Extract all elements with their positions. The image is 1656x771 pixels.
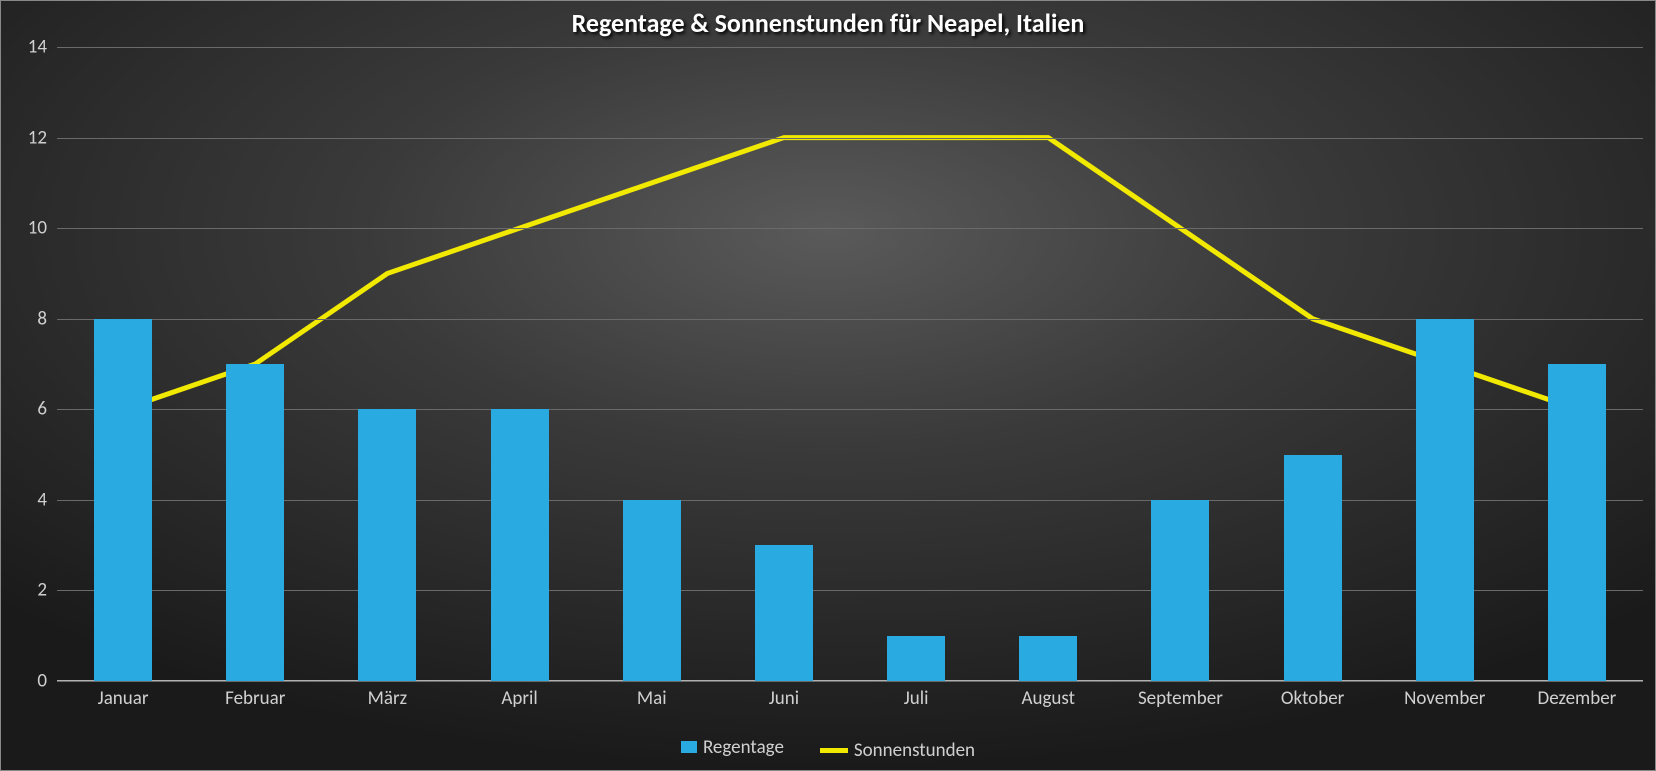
x-tick-label: Oktober bbox=[1281, 681, 1344, 710]
climate-chart: Regentage & Sonnenstunden für Neapel, It… bbox=[0, 0, 1656, 771]
plot-area: 02468101214JanuarFebruarMärzAprilMaiJuni… bbox=[57, 47, 1643, 681]
bar bbox=[1548, 364, 1606, 681]
legend-label: Regentage bbox=[703, 736, 784, 759]
x-tick-label: Januar bbox=[98, 681, 149, 710]
bar bbox=[887, 636, 945, 681]
chart-title: Regentage & Sonnenstunden für Neapel, It… bbox=[1, 7, 1655, 39]
x-tick-label: September bbox=[1138, 681, 1223, 710]
legend-swatch-bar bbox=[681, 741, 697, 753]
line-series-overlay bbox=[57, 47, 1643, 681]
legend-swatch-line bbox=[820, 748, 848, 753]
gridline bbox=[57, 500, 1643, 501]
y-tick-label: 6 bbox=[37, 398, 57, 421]
gridline bbox=[57, 590, 1643, 591]
line-series bbox=[123, 138, 1577, 410]
gridline bbox=[57, 319, 1643, 320]
x-tick-label: Dezember bbox=[1538, 681, 1617, 710]
x-tick-label: November bbox=[1404, 681, 1485, 710]
legend-label: Sonnenstunden bbox=[854, 739, 975, 762]
bar bbox=[755, 545, 813, 681]
y-tick-label: 2 bbox=[37, 579, 57, 602]
y-tick-label: 0 bbox=[37, 670, 57, 693]
bar bbox=[94, 319, 152, 681]
gridline bbox=[57, 228, 1643, 229]
gridline bbox=[57, 47, 1643, 48]
x-tick-label: April bbox=[501, 681, 537, 710]
y-tick-label: 14 bbox=[28, 36, 57, 59]
y-tick-label: 12 bbox=[28, 126, 57, 149]
x-tick-label: März bbox=[368, 681, 407, 710]
y-tick-label: 8 bbox=[37, 307, 57, 330]
y-tick-label: 10 bbox=[28, 217, 57, 240]
x-tick-label: Februar bbox=[225, 681, 285, 710]
legend-item: Regentage bbox=[681, 736, 784, 759]
bar bbox=[1151, 500, 1209, 681]
bar bbox=[358, 409, 416, 681]
x-tick-label: Juni bbox=[769, 681, 799, 710]
x-tick-label: Mai bbox=[637, 681, 667, 710]
bar bbox=[1019, 636, 1077, 681]
x-tick-label: August bbox=[1022, 681, 1075, 710]
bar bbox=[226, 364, 284, 681]
bar bbox=[491, 409, 549, 681]
bar bbox=[1284, 455, 1342, 681]
gridline bbox=[57, 138, 1643, 139]
legend-item: Sonnenstunden bbox=[820, 739, 975, 762]
bar bbox=[1416, 319, 1474, 681]
gridline bbox=[57, 409, 1643, 410]
x-tick-label: Juli bbox=[904, 681, 929, 710]
y-tick-label: 4 bbox=[37, 488, 57, 511]
bar bbox=[623, 500, 681, 681]
legend: Regentage Sonnenstunden bbox=[1, 736, 1655, 763]
